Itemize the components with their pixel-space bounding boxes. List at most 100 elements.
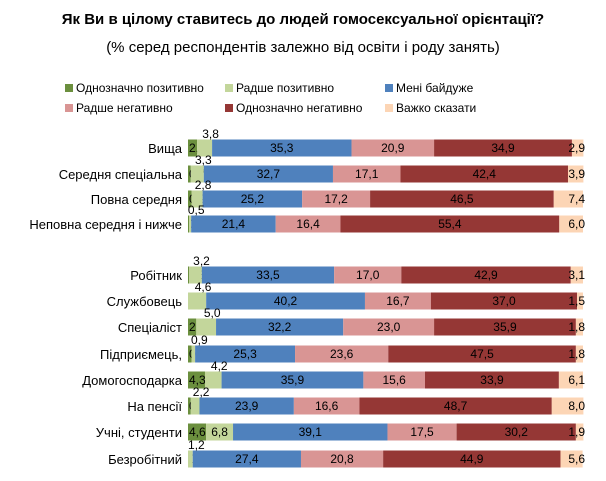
bar-1-5	[188, 292, 207, 310]
legend-swatch-0	[65, 84, 73, 92]
data-label-3-6: 23,0	[377, 320, 401, 334]
data-label-0-10: 4,6	[189, 425, 206, 439]
bar-3-2	[302, 190, 371, 208]
bar-4-0	[434, 139, 572, 157]
bar-5-6	[575, 318, 583, 336]
bar-2-11	[192, 450, 301, 468]
bar-4-8	[425, 371, 559, 389]
bar-3-4	[334, 266, 402, 284]
bar-1-1	[190, 165, 204, 183]
chart-subtitle: (% серед респондентів залежно від освіти…	[106, 39, 500, 56]
bar-5-7	[575, 345, 583, 363]
bar-1-3	[189, 215, 192, 233]
data-label-2-8: 35,9	[281, 373, 305, 387]
bar-1-10	[206, 423, 234, 441]
legend-swatch-5	[385, 104, 393, 112]
data-label-4-8: 33,9	[480, 373, 504, 387]
category-label-6: Спеціаліст	[118, 320, 182, 335]
category-label-3: Неповна середня і нижче	[29, 217, 182, 232]
bar-0-1	[188, 165, 191, 183]
data-label-1-2: 2,8	[195, 178, 212, 192]
data-label-5-0: 2,9	[568, 141, 585, 155]
legend-swatch-2	[385, 84, 393, 92]
data-label-1-9: 2,2	[193, 385, 210, 399]
data-label-4-0: 34,9	[491, 141, 515, 155]
legend-label-3: Радше негативно	[76, 101, 173, 115]
bar-1-2	[191, 190, 203, 208]
data-label-3-5: 16,7	[386, 294, 410, 308]
legend-label-2: Мені байдуже	[396, 81, 474, 95]
bar-3-0	[351, 139, 435, 157]
legend-swatch-3	[65, 104, 73, 112]
bar-0-8	[188, 371, 205, 389]
bar-5-4	[570, 266, 583, 284]
data-label-2-3: 21,4	[222, 217, 246, 231]
bar-2-8	[221, 371, 364, 389]
data-label-0-8: 4,3	[189, 373, 206, 387]
bar-3-10	[387, 423, 457, 441]
bar-5-2	[553, 190, 583, 208]
data-label-4-5: 37,0	[492, 294, 516, 308]
bar-1-6	[196, 318, 217, 336]
category-label-8: Домогосподарка	[82, 373, 183, 388]
data-label-2-6: 32,2	[268, 320, 292, 334]
data-label-2-2: 25,2	[241, 192, 265, 206]
data-label-3-0: 20,9	[381, 141, 405, 155]
bar-2-5	[206, 292, 365, 310]
bar-0-3	[188, 215, 190, 233]
data-label-2-1: 32,7	[257, 167, 281, 181]
bar-1-7	[191, 345, 196, 363]
bar-4-6	[434, 318, 576, 336]
bar-0-7	[188, 345, 192, 363]
bar-4-2	[370, 190, 554, 208]
data-label-3-9: 16,6	[315, 399, 339, 413]
bar-1-4	[189, 266, 202, 284]
data-label-5-9: 8,0	[568, 399, 585, 413]
category-label-9: На пенсії	[127, 399, 182, 414]
legend-label-4: Однозначно негативно	[236, 101, 363, 115]
data-label-3-1: 17,1	[355, 167, 379, 181]
data-label-5-7: 1,8	[568, 347, 585, 361]
bar-1-0	[197, 139, 213, 157]
bar-3-1	[332, 165, 401, 183]
bar-5-10	[575, 423, 584, 441]
bar-4-11	[383, 450, 561, 468]
data-label-1-0: 3,8	[202, 127, 219, 141]
data-label-4-6: 35,9	[493, 320, 517, 334]
bar-5-0	[571, 139, 584, 157]
data-label-5-2: 7,4	[568, 192, 585, 206]
chart-title: Як Ви в цілому ставитесь до людей гомосе…	[62, 11, 544, 28]
data-label-2-0: 35,3	[270, 141, 294, 155]
data-label-1-10: 6,8	[211, 425, 228, 439]
category-label-7: Підприємець,	[100, 347, 182, 362]
bar-2-1	[203, 165, 333, 183]
bar-5-5	[577, 292, 583, 310]
bar-2-6	[216, 318, 344, 336]
data-label-4-11: 44,9	[460, 452, 484, 466]
bar-2-2	[202, 190, 303, 208]
legend-swatch-4	[225, 104, 233, 112]
legend: Однозначно позитивно Радше позитивно Мені …	[65, 81, 476, 115]
bar-5-8	[558, 371, 583, 389]
bar-5-3	[559, 215, 583, 233]
bar-3-3	[275, 215, 341, 233]
bar-2-4	[201, 266, 335, 284]
bar-2-10	[233, 423, 388, 441]
bar-0-0	[188, 139, 198, 157]
legend-swatch-1	[225, 84, 233, 92]
data-label-3-8: 15,6	[383, 373, 407, 387]
legend-label-0: Однозначно позитивно	[76, 81, 204, 95]
legend-label-5: Важко сказати	[396, 101, 476, 115]
data-label-1-4: 3,2	[193, 254, 210, 268]
data-label-4-1: 42,4	[473, 167, 497, 181]
bar-4-9	[359, 397, 552, 415]
data-label-1-6: 5,0	[204, 306, 221, 320]
bar-0-10	[188, 423, 207, 441]
bar-0-4	[188, 266, 190, 284]
category-label-5: Службовець	[107, 294, 183, 309]
bar-3-7	[295, 345, 389, 363]
legend-label-1: Радше позитивно	[236, 81, 334, 95]
data-label-5-10: 1,9	[568, 425, 585, 439]
